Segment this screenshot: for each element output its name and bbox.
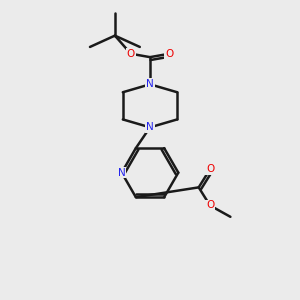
Text: O: O	[206, 164, 214, 174]
Text: N: N	[146, 79, 154, 89]
Text: N: N	[146, 122, 154, 132]
Text: O: O	[127, 49, 135, 59]
Text: O: O	[165, 49, 173, 59]
Text: N: N	[118, 168, 126, 178]
Text: O: O	[206, 200, 214, 211]
